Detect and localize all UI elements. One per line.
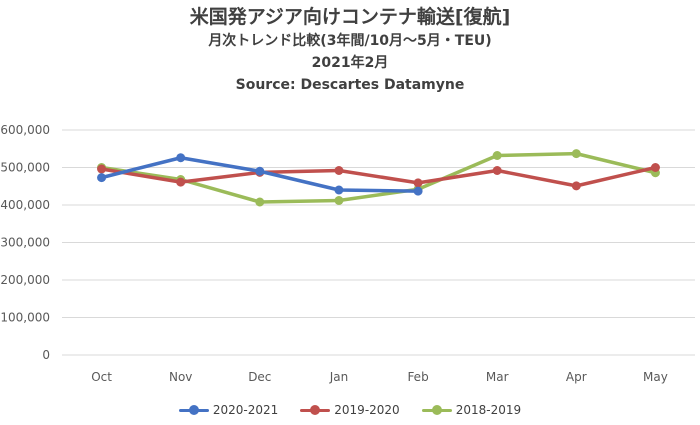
data-point-2019-2020: [492, 166, 502, 175]
legend-swatch: [178, 404, 209, 416]
y-tick-label: 200,000: [0, 273, 50, 287]
y-tick-label: 400,000: [0, 198, 50, 212]
chart-date: 2021年2月: [311, 55, 389, 71]
line-chart: 0 100,000 200,000 300,000 400,000 500,000 600,…: [0, 123, 695, 384]
x-tick-label: Jan: [329, 370, 349, 384]
data-point-2019-2020: [413, 178, 423, 188]
x-tick-label: May: [643, 370, 668, 384]
legend-item: 2019-2020: [300, 403, 400, 417]
legend-label: 2018-2019: [455, 403, 522, 417]
series-line-2018-2019: [99, 151, 658, 204]
data-point-2018-2019: [492, 151, 502, 160]
x-tick-label: Oct: [91, 370, 112, 384]
x-tick-label: Feb: [407, 370, 428, 384]
data-point-2019-2020: [97, 164, 107, 174]
legend-item: 2020-2021: [178, 403, 279, 417]
y-tick-label: 500,000: [0, 161, 50, 175]
chart-source: Source: Descartes Datamyne: [235, 77, 465, 93]
chart-legend: 2020-2021 2019-2020 2018-2019: [0, 403, 700, 417]
data-point-2019-2020: [650, 163, 660, 172]
legend-label: 2020-2021: [212, 403, 279, 417]
data-point-2018-2019: [334, 196, 344, 205]
data-point-2018-2019: [571, 149, 581, 159]
data-point-2019-2020: [334, 166, 344, 175]
chart-subtitle: 月次トレンド比較(3年間/10月～5月・TEU): [208, 33, 492, 49]
x-tick-label: Mar: [486, 370, 509, 384]
series-line-2019-2020: [99, 165, 658, 188]
y-tick-label: 0: [42, 348, 50, 362]
data-point-2019-2020: [571, 181, 581, 191]
legend-swatch: [300, 404, 331, 416]
y-tick-label: 600,000: [0, 123, 50, 137]
data-point-2018-2019: [255, 197, 265, 207]
legend-swatch: [421, 404, 452, 416]
data-point-2020-2021: [176, 153, 186, 163]
data-point-2020-2021: [334, 185, 344, 195]
legend-label: 2019-2020: [334, 403, 400, 417]
data-point-2019-2020: [176, 177, 186, 187]
data-point-2020-2021: [255, 166, 265, 176]
y-tick-label: 100,000: [0, 311, 50, 325]
x-tick-label: Dec: [248, 370, 271, 384]
x-tick-label: Nov: [169, 370, 192, 384]
chart-title-block: 米国発アジア向けコンテナ輸送[復航] 月次トレンド比較(3年間/10月～5月・T…: [0, 4, 700, 96]
chart-title: 米国発アジア向けコンテナ輸送[復航]: [189, 6, 511, 28]
y-tick-label: 300,000: [0, 236, 50, 250]
data-point-2020-2021: [97, 173, 107, 183]
data-point-2020-2021: [413, 186, 423, 196]
legend-item: 2018-2019: [421, 403, 522, 417]
x-tick-label: Apr: [566, 370, 587, 384]
